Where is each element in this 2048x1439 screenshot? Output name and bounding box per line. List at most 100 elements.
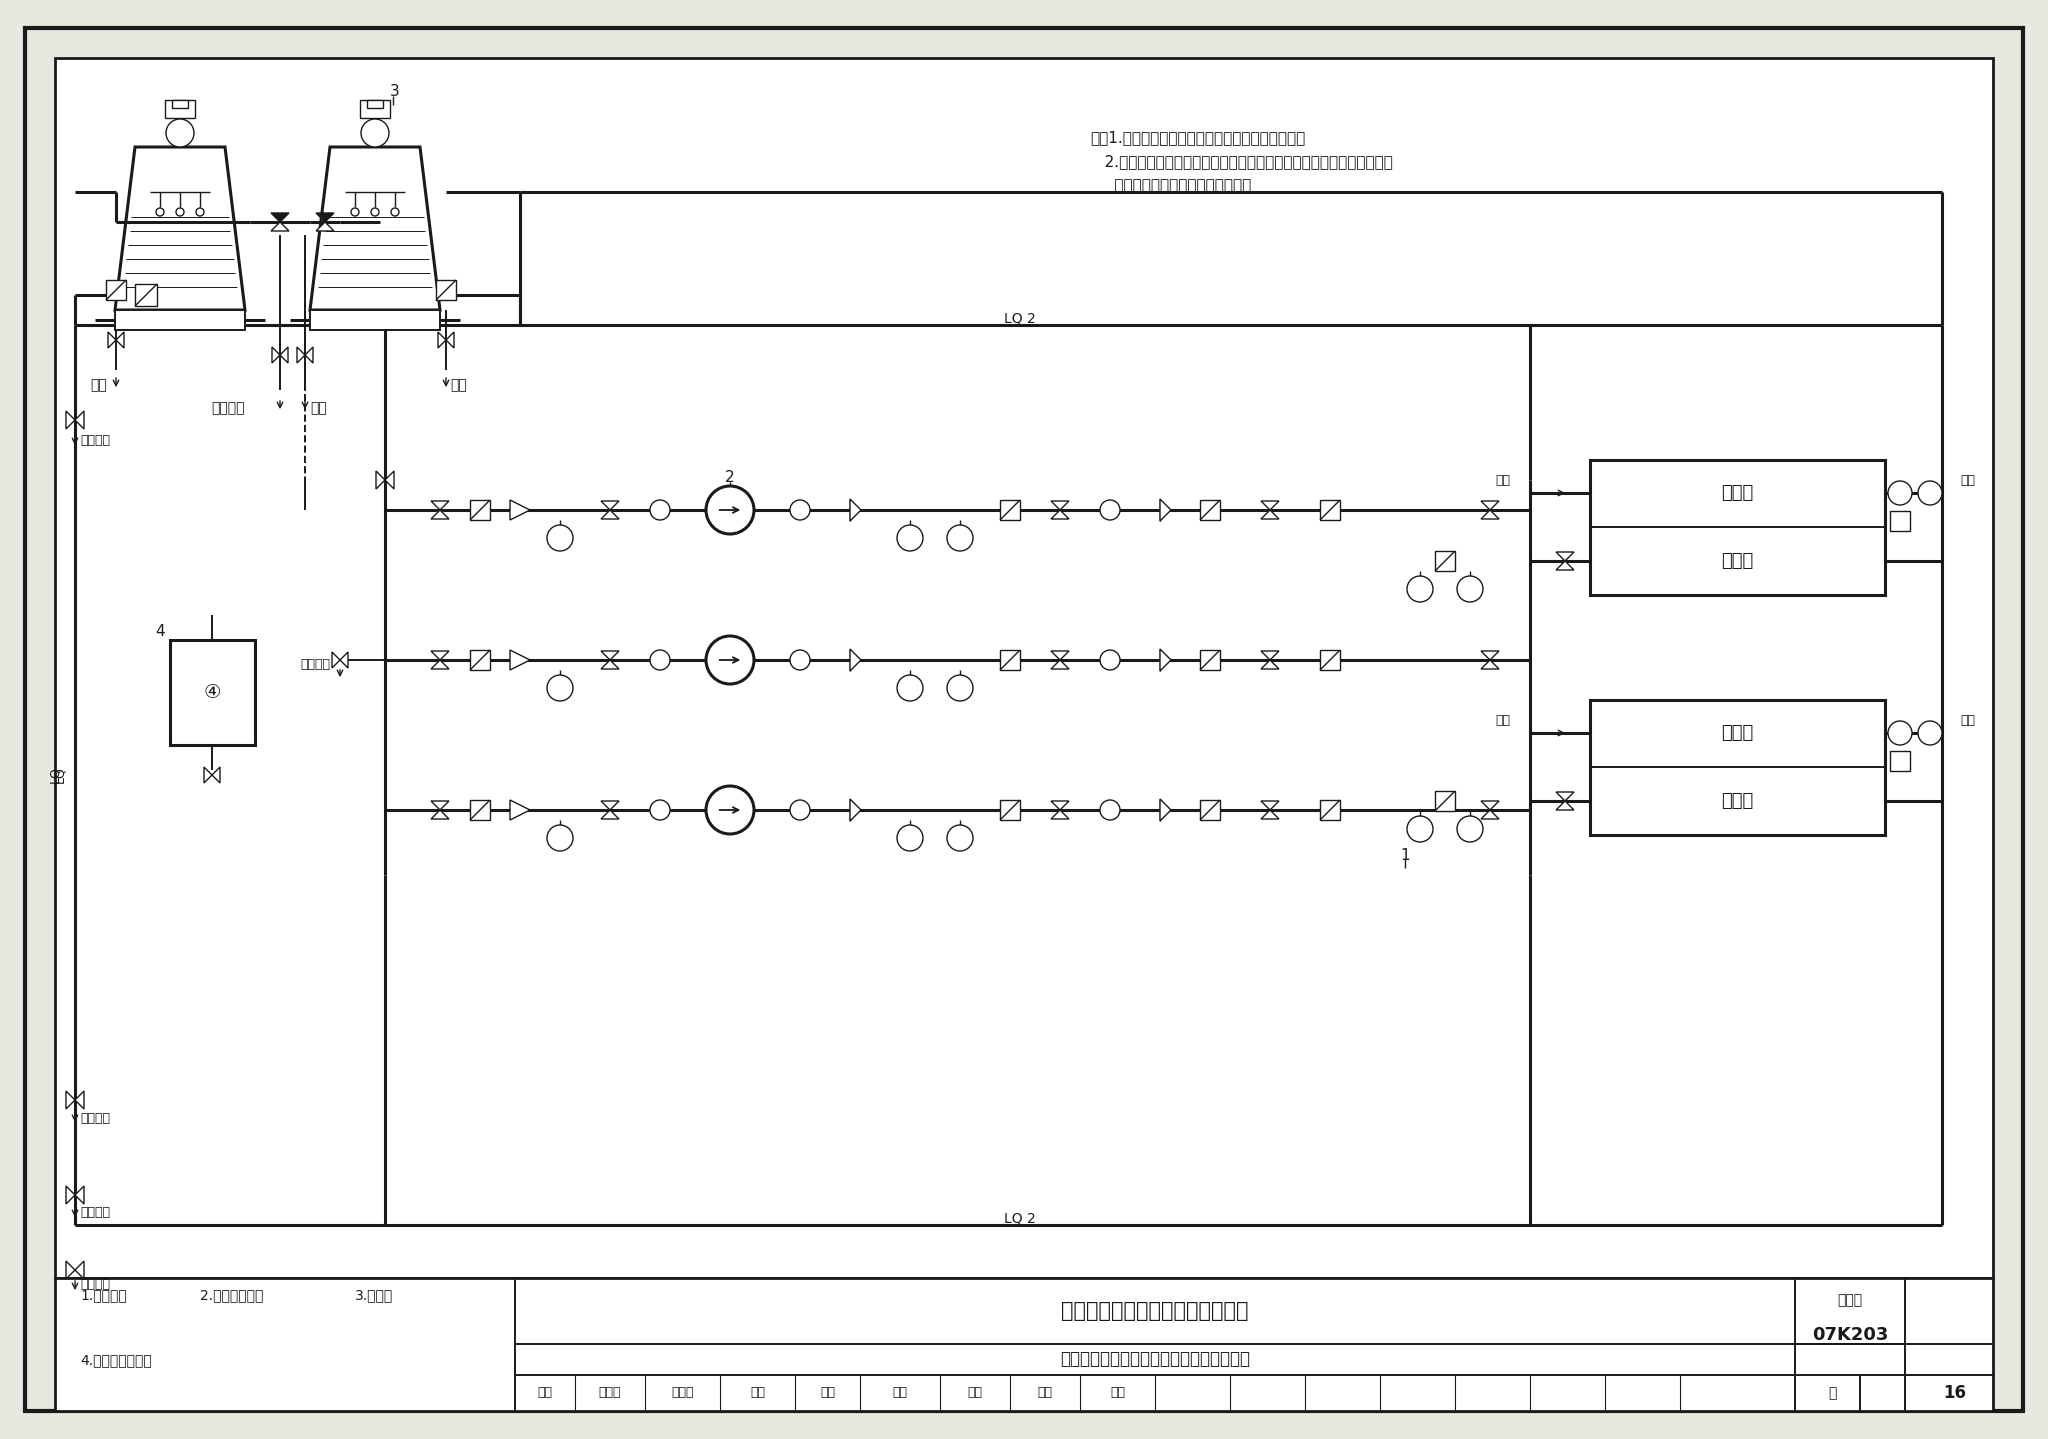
Text: 冷凝器: 冷凝器	[1720, 791, 1753, 810]
Bar	[1321, 499, 1339, 519]
Circle shape	[547, 675, 573, 701]
Polygon shape	[115, 147, 246, 309]
Polygon shape	[1556, 802, 1575, 810]
Text: LQ: LQ	[53, 767, 66, 783]
Polygon shape	[117, 332, 125, 348]
Polygon shape	[305, 347, 313, 363]
Polygon shape	[1051, 810, 1069, 819]
Text: 07K203: 07K203	[1812, 1325, 1888, 1344]
Text: 1.冷水机组: 1.冷水机组	[80, 1288, 127, 1302]
Polygon shape	[1556, 561, 1575, 570]
Bar	[999, 499, 1020, 519]
Text: 冬季泄水: 冬季泄水	[80, 1206, 111, 1219]
Circle shape	[649, 800, 670, 820]
Circle shape	[649, 650, 670, 671]
Bar	[166, 99, 195, 118]
Polygon shape	[510, 800, 530, 820]
Text: 康清: 康清	[821, 1387, 836, 1400]
Text: 冬季泄水: 冬季泄水	[80, 1278, 111, 1291]
Bar	[469, 499, 489, 519]
Circle shape	[946, 525, 973, 551]
Text: 常规空调冷却水系统原理图（一）: 常规空调冷却水系统原理图（一）	[1061, 1301, 1249, 1321]
Text: 4.自动水处理装置: 4.自动水处理装置	[80, 1353, 152, 1367]
Polygon shape	[1556, 553, 1575, 561]
Polygon shape	[1556, 791, 1575, 802]
Text: 2.本图所示冬季泄水阀位置仅为示意，具体设置位置应保证冷却水系统: 2.本图所示冬季泄水阀位置仅为示意，具体设置位置应保证冷却水系统	[1090, 154, 1393, 170]
Bar	[1200, 499, 1221, 519]
Text: 设计: 设计	[967, 1387, 983, 1400]
Bar	[1589, 699, 1884, 835]
Text: 页: 页	[1827, 1386, 1837, 1400]
Bar	[106, 281, 127, 299]
Bar	[1436, 791, 1454, 812]
Text: 冷水: 冷水	[1495, 715, 1509, 728]
Text: 伍小亭: 伍小亭	[598, 1387, 621, 1400]
Polygon shape	[850, 499, 860, 521]
Circle shape	[360, 119, 389, 147]
Polygon shape	[205, 767, 213, 783]
Polygon shape	[1051, 650, 1069, 661]
Text: 1: 1	[1401, 848, 1409, 862]
Polygon shape	[1481, 501, 1499, 509]
Polygon shape	[1262, 661, 1280, 669]
Circle shape	[1456, 576, 1483, 602]
Polygon shape	[430, 802, 449, 810]
Circle shape	[707, 486, 754, 534]
Text: 冷水: 冷水	[1495, 475, 1509, 488]
Text: 4: 4	[156, 625, 166, 639]
Circle shape	[946, 675, 973, 701]
Polygon shape	[510, 499, 530, 519]
Polygon shape	[600, 810, 618, 819]
Bar	[135, 283, 158, 307]
Circle shape	[897, 675, 924, 701]
Polygon shape	[66, 412, 76, 429]
Text: 冷凝器: 冷凝器	[1720, 553, 1753, 570]
Polygon shape	[272, 347, 281, 363]
Polygon shape	[309, 147, 440, 309]
Polygon shape	[1262, 501, 1280, 509]
Polygon shape	[66, 1186, 76, 1204]
Polygon shape	[850, 649, 860, 671]
Polygon shape	[340, 652, 348, 668]
Text: 蒸发器: 蒸发器	[1720, 724, 1753, 743]
Polygon shape	[1262, 650, 1280, 661]
Polygon shape	[385, 471, 393, 489]
Text: 泄水: 泄水	[90, 378, 106, 391]
Bar	[1321, 800, 1339, 820]
Bar	[309, 309, 440, 330]
Text: LQ: LQ	[49, 767, 61, 783]
Text: 校对: 校对	[750, 1387, 766, 1400]
Circle shape	[707, 636, 754, 684]
Polygon shape	[438, 332, 446, 348]
Polygon shape	[430, 501, 449, 509]
Polygon shape	[430, 810, 449, 819]
Text: 2.冷却水循环泵: 2.冷却水循环泵	[201, 1288, 264, 1302]
Bar	[469, 800, 489, 820]
Polygon shape	[1051, 661, 1069, 669]
Circle shape	[1888, 481, 1913, 505]
Text: 3: 3	[389, 85, 399, 99]
Text: 冬季泄水: 冬季泄水	[211, 401, 246, 414]
Polygon shape	[66, 1261, 76, 1279]
Bar	[367, 99, 383, 108]
Polygon shape	[332, 652, 340, 668]
Circle shape	[1919, 721, 1942, 745]
Text: 补水: 补水	[309, 401, 328, 414]
Circle shape	[946, 825, 973, 850]
Text: 康清: 康清	[893, 1387, 907, 1400]
Text: 2: 2	[725, 471, 735, 485]
Text: 图集号: 图集号	[1837, 1294, 1862, 1307]
Text: 3.冷却塔: 3.冷却塔	[354, 1288, 393, 1302]
Polygon shape	[297, 347, 305, 363]
Polygon shape	[76, 1261, 84, 1279]
Text: 注：1.水泵前置适合于冷却塔安装位置较低的情况。: 注：1.水泵前置适合于冷却塔安装位置较低的情况。	[1090, 131, 1305, 145]
Circle shape	[1407, 816, 1434, 842]
Circle shape	[791, 499, 811, 519]
Bar	[55, 58, 1993, 1278]
Polygon shape	[281, 347, 289, 363]
Polygon shape	[446, 332, 455, 348]
Circle shape	[166, 119, 195, 147]
Text: 了发: 了发	[1110, 1387, 1126, 1400]
Bar	[436, 281, 457, 299]
Polygon shape	[600, 509, 618, 519]
